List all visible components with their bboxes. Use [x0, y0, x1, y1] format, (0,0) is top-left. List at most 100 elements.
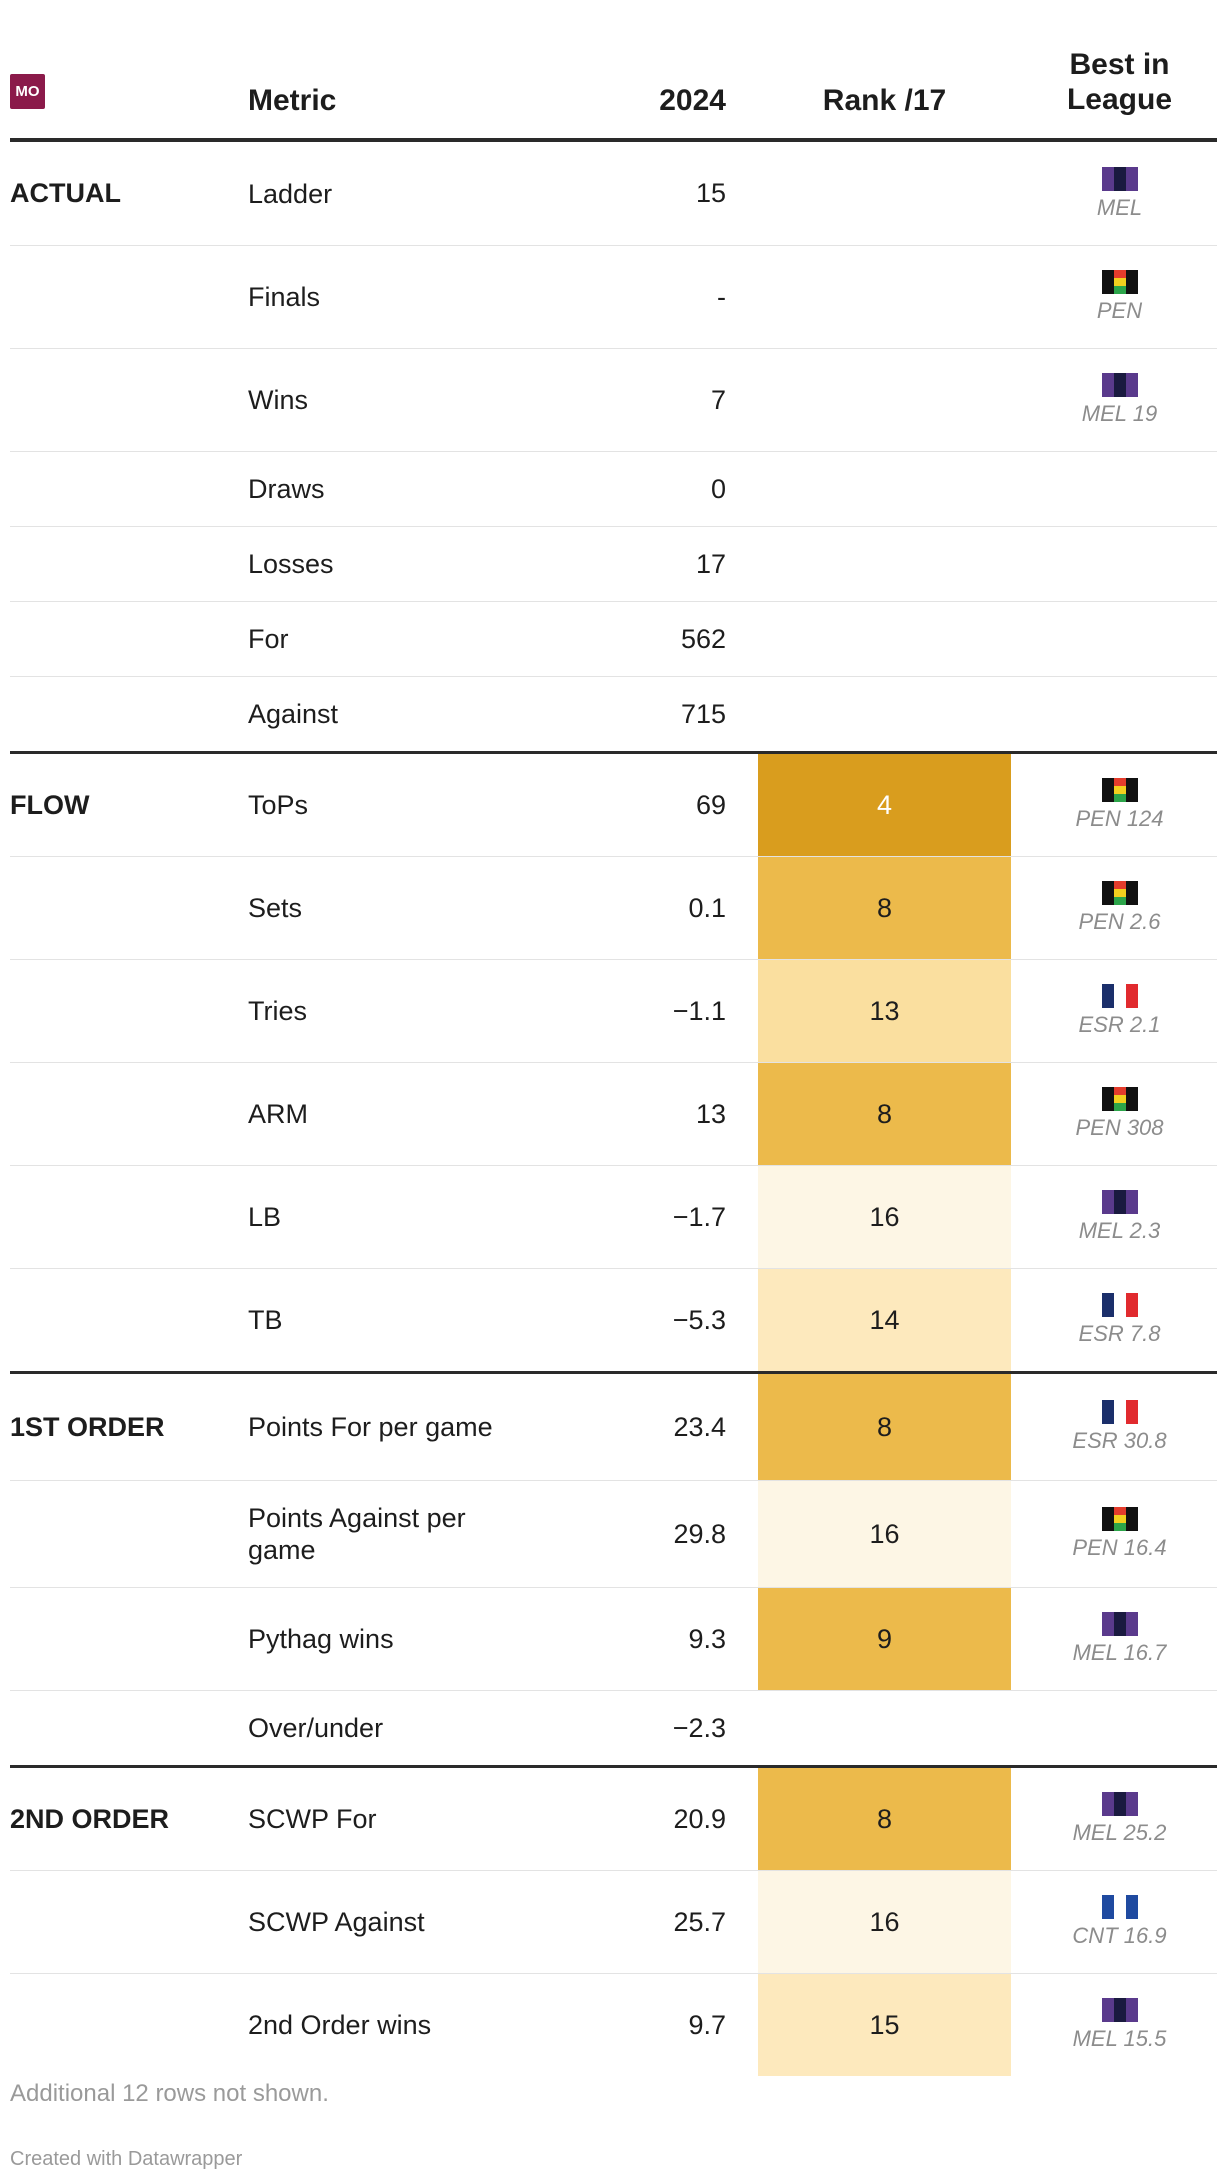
header-year[interactable]: 2024	[659, 84, 726, 117]
table-row: Finals - PEN	[10, 246, 1217, 349]
best-in-league-cell: PEN 16.4	[1022, 1481, 1217, 1587]
table-row: ACTUAL Ladder 15 MEL	[10, 142, 1217, 246]
table-row: 2ND ORDER SCWP For 20.9 8 MEL 25.2	[10, 1768, 1217, 1871]
table-row: 1ST ORDER Points For per game 23.4 8 ESR 30.…	[10, 1374, 1217, 1481]
table-row: SCWP Against 25.7 16 CNT 16.9	[10, 1871, 1217, 1974]
team-flag-icon	[1101, 1190, 1138, 1214]
best-in-league-text: PEN 124	[1075, 806, 1164, 831]
best-in-league-text: MEL 19	[1081, 401, 1158, 426]
best-in-league-cell: CNT 16.9	[1022, 1871, 1217, 1973]
section-label	[10, 527, 240, 601]
rank-cell: 15	[758, 1974, 1011, 2076]
metric-cell: LB	[248, 1202, 282, 1232]
header-best-in-league[interactable]: Best in League	[1022, 47, 1217, 117]
table-row: Losses 17	[10, 527, 1217, 602]
metric-cell: Finals	[248, 282, 321, 312]
best-in-league-cell: MEL 25.2	[1022, 1768, 1217, 1870]
best-in-league-cell: PEN 124	[1022, 754, 1217, 856]
team-flag-icon	[1101, 373, 1138, 397]
value-cell: 13	[695, 1098, 726, 1129]
section-label	[10, 1063, 240, 1165]
section-label	[10, 1974, 240, 2076]
metric-cell: ARM	[248, 1099, 308, 1129]
section-label	[10, 1691, 240, 1765]
metric-cell: Sets	[248, 893, 303, 923]
metric-cell: For	[248, 624, 289, 654]
value-cell: −5.3	[672, 1304, 726, 1335]
table-row: LB −1.7 16 MEL 2.3	[10, 1166, 1217, 1269]
footnote: Additional 12 rows not shown.	[10, 2080, 329, 2107]
best-in-league-text: MEL 15.5	[1072, 2026, 1167, 2051]
credit-link[interactable]: Created with Datawrapper	[10, 2148, 243, 2170]
table-row: FLOW ToPs 69 4 PEN 124	[10, 754, 1217, 857]
value-cell: 0.1	[688, 892, 726, 923]
metric-cell: Wins	[248, 385, 308, 415]
metric-cell: Pythag wins	[248, 1624, 394, 1654]
value-cell: −1.1	[672, 995, 726, 1026]
best-in-league-cell: ESR 30.8	[1022, 1374, 1217, 1480]
table-row: Points Against per game 29.8 16 PEN 16.4	[10, 1481, 1217, 1588]
section-label: 1ST ORDER	[10, 1411, 165, 1442]
table-row: 2nd Order wins 9.7 15 MEL 15.5	[10, 1974, 1217, 2076]
value-cell: 715	[680, 698, 726, 729]
metric-cell: 2nd Order wins	[248, 2010, 432, 2040]
table-row: Pythag wins 9.3 9 MEL 16.7	[10, 1588, 1217, 1691]
section-label	[10, 677, 240, 751]
best-in-league-text: CNT 16.9	[1072, 1923, 1167, 1948]
header-best-line1: Best in	[1069, 48, 1170, 81]
metric-cell: Against	[248, 699, 339, 729]
table-row: Against 715	[10, 677, 1217, 754]
value-cell: 9.7	[688, 2009, 726, 2040]
team-flag-icon	[1101, 1998, 1138, 2022]
header-metric[interactable]: Metric	[248, 84, 337, 117]
section-label	[10, 452, 240, 526]
team-flag-icon	[1101, 1792, 1138, 1816]
value-cell: 0	[710, 473, 726, 504]
value-cell: 562	[680, 623, 726, 654]
metric-cell: Losses	[248, 549, 334, 579]
section-label	[10, 1269, 240, 1371]
rank-cell	[758, 452, 1011, 526]
rank-cell: 8	[758, 1063, 1011, 1165]
best-in-league-cell: MEL 16.7	[1022, 1588, 1217, 1690]
team-flag-icon	[1101, 166, 1138, 191]
metric-cell: Points For per game	[248, 1412, 493, 1442]
best-in-league-text: ESR 30.8	[1072, 1428, 1167, 1453]
header-rank[interactable]: Rank /17	[822, 84, 947, 117]
best-in-league-cell: MEL 15.5	[1022, 1974, 1217, 2076]
rank-cell	[758, 527, 1011, 601]
rank-cell	[758, 602, 1011, 676]
table-row: TB −5.3 14 ESR 7.8	[10, 1269, 1217, 1374]
rank-cell: 9	[758, 1588, 1011, 1690]
rank-cell	[758, 246, 1011, 348]
best-in-league-text: PEN 16.4	[1072, 1535, 1167, 1560]
metric-cell: ToPs	[248, 790, 309, 820]
value-cell: −2.3	[672, 1712, 726, 1743]
section-label: ACTUAL	[10, 178, 121, 208]
section-label	[10, 246, 240, 348]
best-in-league-text: PEN 308	[1075, 1115, 1164, 1140]
rank-cell: 14	[758, 1269, 1011, 1371]
rank-cell	[758, 349, 1011, 451]
team-logo: MO	[10, 74, 45, 109]
value-cell: -	[717, 281, 726, 312]
team-flag-icon	[1101, 1400, 1138, 1424]
best-in-league-text: MEL	[1096, 194, 1143, 220]
value-cell: 15	[695, 178, 726, 208]
value-cell: 20.9	[673, 1803, 726, 1834]
team-flag-icon	[1101, 270, 1138, 294]
metric-cell: SCWP For	[248, 1804, 377, 1834]
value-cell: 7	[710, 384, 726, 415]
table-row: Tries −1.1 13 ESR 2.1	[10, 960, 1217, 1063]
table-row: Over/under −2.3	[10, 1691, 1217, 1768]
rank-cell	[758, 142, 1011, 245]
value-cell: 9.3	[688, 1623, 726, 1654]
section-label	[10, 1481, 240, 1587]
table-row: Sets 0.1 8 PEN 2.6	[10, 857, 1217, 960]
team-flag-icon	[1101, 1087, 1138, 1111]
section-label	[10, 602, 240, 676]
best-in-league-cell: PEN	[1022, 246, 1217, 348]
section-label	[10, 1166, 240, 1268]
metric-cell: Points Against per game	[248, 1503, 466, 1565]
best-in-league-cell: MEL 19	[1022, 349, 1217, 451]
